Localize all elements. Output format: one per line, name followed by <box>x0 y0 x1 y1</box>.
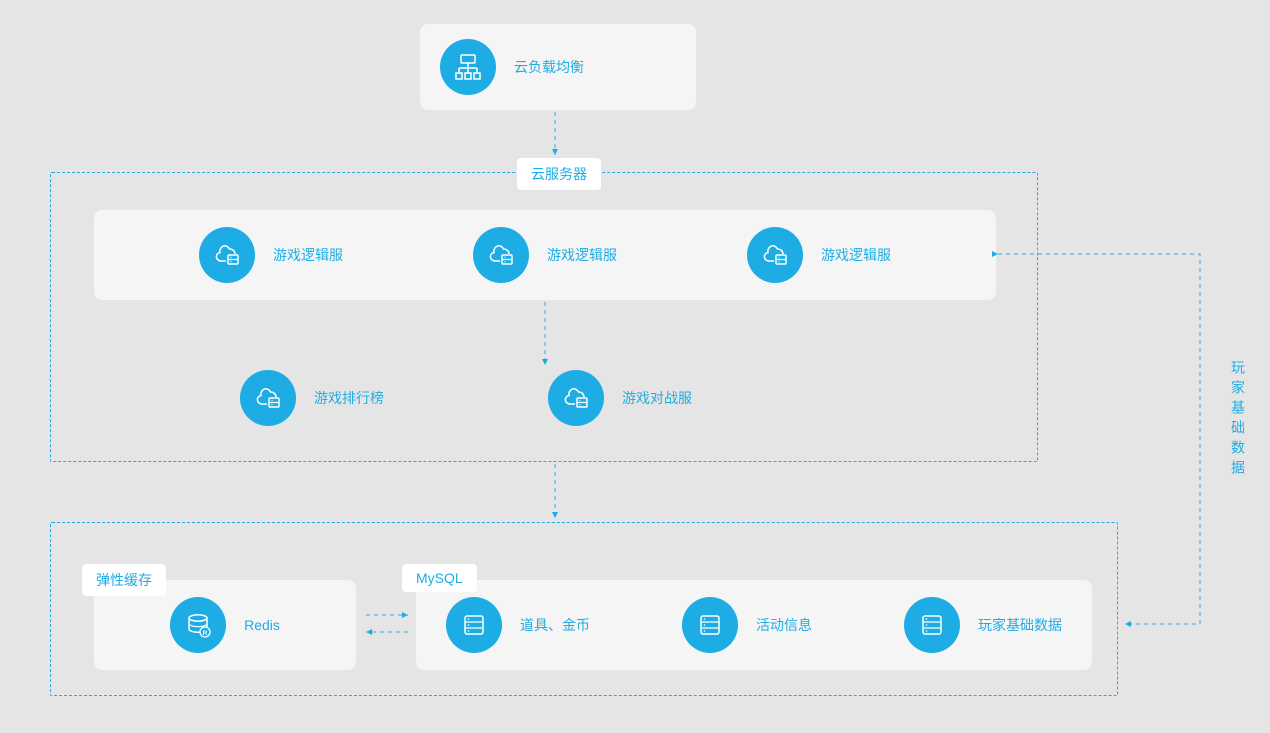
rank-node: 游戏排行榜 <box>240 370 384 426</box>
cloudserver-label: 云服务器 <box>517 158 601 190</box>
logic3-label: 游戏逻辑服 <box>821 245 891 265</box>
cloud-db-icon <box>199 227 255 283</box>
side-label: 玩家基础数据 <box>1228 360 1248 480</box>
database-icon <box>682 597 738 653</box>
mysql-label: MySQL <box>402 564 477 592</box>
cloud-db-icon <box>473 227 529 283</box>
battle-node: 游戏对战服 <box>548 370 692 426</box>
database-icon <box>904 597 960 653</box>
battle-label: 游戏对战服 <box>622 388 692 408</box>
redis-icon: R <box>170 597 226 653</box>
logic-server-2: 游戏逻辑服 <box>473 227 617 283</box>
player-label: 玩家基础数据 <box>978 615 1062 635</box>
activity-label: 活动信息 <box>756 615 812 635</box>
player-node: 玩家基础数据 <box>904 597 1062 653</box>
cloud-db-icon <box>240 370 296 426</box>
logic-server-1: 游戏逻辑服 <box>199 227 343 283</box>
logic-servers-card: 游戏逻辑服 游戏逻辑服 游戏逻辑服 <box>94 210 996 300</box>
load-balancer-icon <box>440 39 496 95</box>
svg-text:R: R <box>203 630 208 637</box>
cloud-db-icon <box>548 370 604 426</box>
items-label: 道具、金币 <box>520 615 590 635</box>
architecture-diagram: 云负载均衡 云服务器 游戏逻辑服 游戏逻辑服 游戏逻辑服 游戏排行 <box>0 0 1270 733</box>
mysql-card: 道具、金币 活动信息 玩家基础数据 <box>416 580 1092 670</box>
cloud-db-icon <box>747 227 803 283</box>
cache-label: 弹性缓存 <box>82 564 166 596</box>
logic2-label: 游戏逻辑服 <box>547 245 617 265</box>
redis-node: R Redis <box>170 597 280 653</box>
load-balancer-card: 云负载均衡 <box>420 24 696 110</box>
logic-server-3: 游戏逻辑服 <box>747 227 891 283</box>
redis-label: Redis <box>244 617 280 633</box>
database-icon <box>446 597 502 653</box>
items-node: 道具、金币 <box>446 597 590 653</box>
rank-label: 游戏排行榜 <box>314 388 384 408</box>
logic1-label: 游戏逻辑服 <box>273 245 343 265</box>
activity-node: 活动信息 <box>682 597 812 653</box>
load-balancer-label: 云负载均衡 <box>514 57 584 77</box>
